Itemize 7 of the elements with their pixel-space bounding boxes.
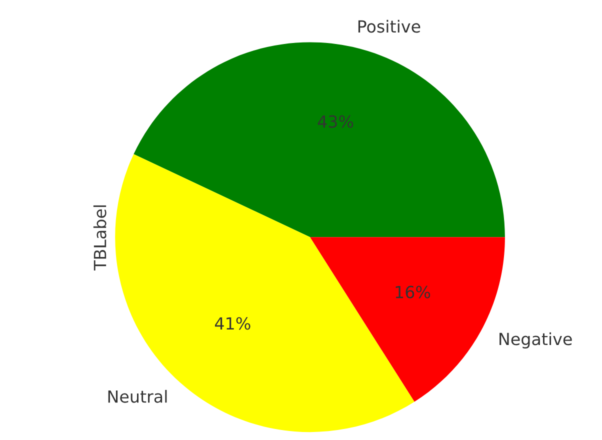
data-label: 43% <box>318 115 354 128</box>
slice-label: Negative <box>500 332 572 349</box>
slice-label: Neutral <box>108 390 167 403</box>
text: TBLabel <box>93 205 106 270</box>
slice-label: Positive <box>358 20 420 33</box>
data-label: 16% <box>396 286 430 298</box>
data-label: 41% <box>214 317 250 330</box>
